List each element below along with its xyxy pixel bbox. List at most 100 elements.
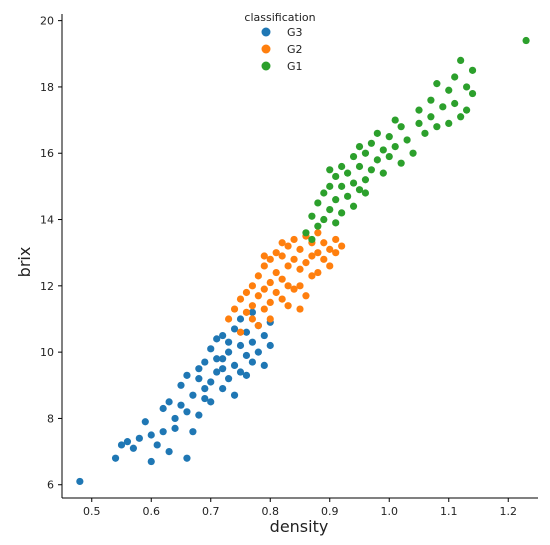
data-point-g2 bbox=[260, 305, 268, 313]
data-point-g3 bbox=[183, 454, 191, 462]
data-point-g3 bbox=[153, 441, 161, 449]
data-point-g3 bbox=[165, 447, 173, 456]
data-point-g3 bbox=[183, 408, 191, 416]
data-point-g3 bbox=[236, 368, 245, 376]
data-point-g2 bbox=[260, 285, 268, 293]
data-point-g1 bbox=[445, 86, 453, 94]
data-point-g3 bbox=[230, 361, 239, 369]
data-point-g2 bbox=[266, 255, 274, 263]
data-point-g3 bbox=[147, 457, 155, 466]
data-point-g3 bbox=[177, 381, 185, 389]
data-point-g1 bbox=[397, 159, 405, 167]
legend: classification G3 G2 G1 bbox=[244, 11, 315, 73]
data-point-g1 bbox=[344, 169, 352, 177]
x-tick-label: 1.2 bbox=[500, 505, 518, 518]
data-point-g2 bbox=[284, 282, 292, 290]
data-point-g2 bbox=[248, 302, 256, 310]
legend-marker-g3 bbox=[261, 27, 271, 37]
data-point-g2 bbox=[290, 285, 298, 293]
y-tick-label: 14 bbox=[40, 214, 54, 227]
data-point-g2 bbox=[314, 229, 322, 237]
data-point-g1 bbox=[451, 99, 459, 108]
data-point-g3 bbox=[230, 325, 239, 333]
data-point-g1 bbox=[367, 166, 375, 174]
data-point-g2 bbox=[296, 265, 304, 273]
data-point-g1 bbox=[349, 152, 358, 161]
data-point-g1 bbox=[332, 172, 340, 181]
data-point-g2 bbox=[266, 278, 274, 287]
data-point-g1 bbox=[326, 166, 334, 174]
y-tick-label: 12 bbox=[40, 280, 54, 293]
data-point-g2 bbox=[296, 282, 304, 290]
data-point-g3 bbox=[236, 341, 245, 350]
data-point-g1 bbox=[367, 139, 375, 147]
data-point-g2 bbox=[308, 252, 316, 260]
data-point-g1 bbox=[361, 176, 370, 184]
data-point-g1 bbox=[457, 56, 465, 65]
data-point-g3 bbox=[165, 398, 173, 406]
data-point-g3 bbox=[266, 341, 274, 350]
data-point-g1 bbox=[361, 149, 370, 157]
data-point-g3 bbox=[177, 401, 185, 409]
data-point-g2 bbox=[326, 262, 334, 270]
data-point-g1 bbox=[308, 212, 316, 220]
legend-label-g2: G2 bbox=[287, 43, 303, 56]
data-point-g2 bbox=[338, 242, 346, 250]
x-tick-label: 0.5 bbox=[83, 505, 101, 518]
y-tick-label: 8 bbox=[47, 412, 54, 425]
data-point-g3 bbox=[201, 394, 209, 403]
data-point-g1 bbox=[314, 199, 322, 207]
data-point-g1 bbox=[391, 143, 399, 151]
data-point-g1 bbox=[463, 106, 471, 114]
data-point-g3 bbox=[242, 371, 251, 379]
data-point-g3 bbox=[195, 411, 203, 419]
data-point-g3 bbox=[213, 335, 221, 343]
data-point-g3 bbox=[230, 391, 239, 399]
data-point-g2 bbox=[290, 255, 298, 263]
x-tick-label: 0.6 bbox=[143, 505, 161, 518]
data-point-g1 bbox=[338, 162, 346, 171]
data-point-g1 bbox=[338, 182, 346, 190]
data-point-g3 bbox=[236, 315, 245, 323]
data-point-g2 bbox=[302, 292, 310, 300]
y-tick-label: 6 bbox=[47, 479, 54, 492]
legend-label-g3: G3 bbox=[287, 26, 303, 39]
data-point-g1 bbox=[415, 119, 423, 127]
data-point-g3 bbox=[254, 348, 262, 356]
data-point-g2 bbox=[320, 239, 328, 247]
data-point-g2 bbox=[225, 315, 233, 323]
x-axis-title: density bbox=[270, 517, 329, 536]
data-point-g3 bbox=[159, 428, 167, 436]
data-point-g1 bbox=[391, 116, 399, 124]
data-point-g1 bbox=[421, 129, 429, 137]
data-point-g1 bbox=[451, 73, 459, 81]
data-point-g3 bbox=[111, 454, 120, 462]
data-point-g3 bbox=[219, 331, 227, 340]
data-point-g1 bbox=[379, 169, 387, 177]
legend-entry-g1: G1 bbox=[261, 60, 303, 73]
data-point-g2 bbox=[332, 249, 340, 257]
data-point-g1 bbox=[314, 222, 322, 230]
y-axis-title: brix bbox=[15, 247, 34, 278]
data-point-g1 bbox=[320, 189, 328, 197]
data-point-g2 bbox=[278, 252, 286, 260]
data-point-g3 bbox=[248, 308, 256, 316]
data-point-g1 bbox=[463, 83, 471, 91]
data-point-g2 bbox=[284, 242, 292, 250]
data-point-g1 bbox=[355, 186, 364, 194]
data-point-g2 bbox=[272, 288, 280, 297]
series-g1 bbox=[302, 36, 530, 244]
data-point-g2 bbox=[278, 239, 286, 247]
axis-ticks: 0.5 0.6 0.7 0.8 0.9 1.0 1.1 1.2 6 8 10 12 14 16 18 20 bbox=[40, 15, 517, 518]
data-point-g3 bbox=[213, 355, 221, 363]
data-point-g2 bbox=[236, 295, 245, 303]
data-point-g3 bbox=[147, 431, 155, 439]
data-point-g1 bbox=[355, 162, 364, 171]
data-point-g2 bbox=[326, 245, 334, 253]
data-point-g2 bbox=[254, 322, 262, 330]
data-point-g2 bbox=[272, 268, 280, 277]
data-point-g3 bbox=[248, 338, 256, 346]
data-point-g2 bbox=[242, 288, 251, 297]
data-point-g1 bbox=[349, 179, 358, 187]
